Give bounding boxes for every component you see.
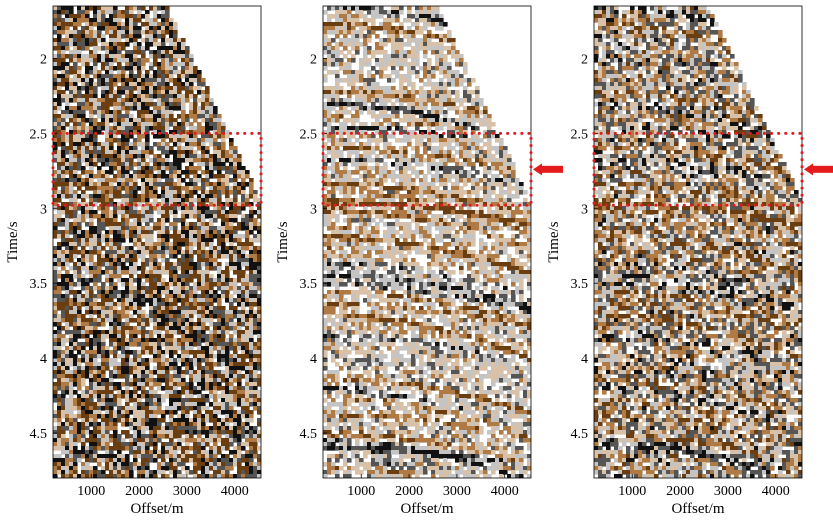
y-tick-label: 3: [310, 202, 317, 217]
y-axis-label: Time/s: [546, 221, 562, 262]
y-tick-label: 4.5: [300, 427, 318, 442]
y-tick-label: 2: [40, 52, 47, 67]
x-tick-label: 1000: [618, 484, 646, 499]
y-tick-label: 4: [581, 352, 588, 367]
y-tick-label: 3: [581, 202, 588, 217]
y-tick-label: 4.5: [30, 427, 48, 442]
x-tick-label: 2000: [666, 484, 694, 499]
y-tick-label: 4: [310, 352, 317, 367]
y-tick-label: 3: [40, 202, 47, 217]
axes-frame: [52, 5, 262, 479]
y-axis-label: Time/s: [5, 221, 21, 262]
y-tick-label: 3.5: [30, 277, 48, 292]
panel-right: 2 2.5 3 3.5 4 4.5 1000 2000 3000 4000 Offset/m Time…: [546, 5, 803, 517]
highlight-box: [592, 131, 804, 207]
axes-frame: [593, 5, 803, 479]
seismic-image: [53, 6, 261, 478]
x-axis-label: Offset/m: [130, 501, 183, 517]
x-tick-label: 2000: [125, 484, 153, 499]
x-tick-label: 3000: [173, 484, 201, 499]
x-axis-label: Offset/m: [400, 501, 453, 517]
y-tick-label: 2.5: [571, 127, 589, 142]
x-tick-label: 4000: [221, 484, 249, 499]
highlight-overlay: [51, 131, 833, 207]
y-axis-label: Time/s: [275, 221, 291, 262]
y-tick-label: 4.5: [571, 427, 589, 442]
panels-layer: 2 2.5 3 3.5 4 4.5 1000 2000 3000 4000 Offset/m Time…: [5, 5, 803, 517]
x-tick-label: 3000: [443, 484, 471, 499]
y-tick-label: 4: [40, 352, 47, 367]
y-tick-label: 3.5: [571, 277, 589, 292]
panel-left: 2 2.5 3 3.5 4 4.5 1000 2000 3000 4000 Offset/m Time…: [5, 5, 262, 517]
axes-frame: [322, 5, 532, 479]
y-tick-label: 2.5: [300, 127, 318, 142]
x-tick-label: 4000: [762, 484, 790, 499]
x-tick-label: 3000: [714, 484, 742, 499]
seismic-image: [594, 6, 802, 478]
highlight-box: [321, 131, 533, 207]
red-arrow-icon: [804, 163, 833, 176]
red-arrow-icon: [533, 163, 563, 176]
y-tick-label: 3.5: [300, 277, 318, 292]
y-tick-label: 2.5: [30, 127, 48, 142]
x-tick-label: 4000: [491, 484, 519, 499]
x-tick-label: 1000: [77, 484, 105, 499]
seismic-image: [323, 6, 531, 478]
x-tick-label: 1000: [347, 484, 375, 499]
y-tick-label: 2: [310, 52, 317, 67]
x-tick-label: 2000: [395, 484, 423, 499]
panel-middle: 2 2.5 3 3.5 4 4.5 1000 2000 3000 4000 Offset/m Time…: [275, 5, 532, 517]
x-axis-label: Offset/m: [671, 501, 724, 517]
highlight-box: [51, 131, 263, 207]
y-tick-label: 2: [581, 52, 588, 67]
